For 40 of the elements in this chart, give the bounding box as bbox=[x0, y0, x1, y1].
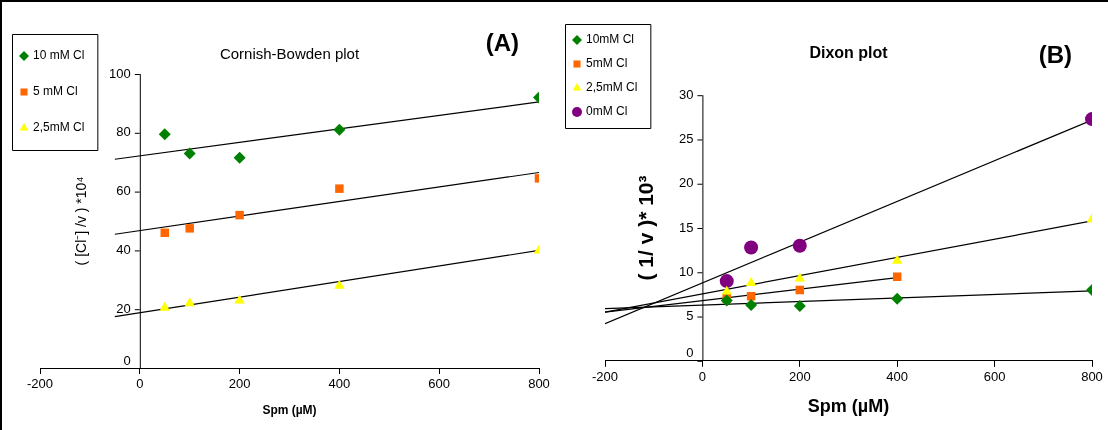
legend-label: 10 mM Cl bbox=[33, 48, 85, 63]
x-axis-title: Spm (µM) bbox=[262, 403, 317, 418]
x-tick-label: -200 bbox=[26, 376, 54, 392]
legend-label: 5 mM Cl bbox=[33, 84, 78, 99]
x-tick-label: -200 bbox=[591, 369, 619, 385]
x-tick-label: 600 bbox=[983, 369, 1006, 385]
y-tick-label: 15 bbox=[678, 219, 694, 235]
x-tick-label: 400 bbox=[886, 369, 909, 385]
y-tick-label: 30 bbox=[678, 86, 694, 102]
chart-title: Cornish-Bowden plot bbox=[219, 45, 360, 63]
y-axis-title: ( 1/ v )* 10³ bbox=[633, 175, 657, 281]
y-tick-label: 0 bbox=[686, 345, 694, 361]
legend-label: 5mM Cl bbox=[586, 56, 628, 71]
y-tick-label: 25 bbox=[678, 131, 694, 147]
y-tick-label: 60 bbox=[116, 183, 131, 199]
x-tick-label: 0 bbox=[698, 369, 707, 385]
legend-label: 2,5mM Cl bbox=[586, 80, 638, 95]
legend-label: 0mM Cl bbox=[586, 104, 628, 119]
x-tick-label: 0 bbox=[136, 376, 144, 392]
y-tick-label: 5 bbox=[686, 308, 694, 324]
x-tick-label: 200 bbox=[228, 376, 251, 392]
x-tick-label: 600 bbox=[428, 376, 451, 392]
legend-label: 2,5mM Cl bbox=[33, 120, 85, 135]
text: (A) bbox=[485, 28, 519, 56]
y-tick-label: 100 bbox=[109, 65, 131, 81]
x-tick-label: 200 bbox=[788, 369, 811, 385]
y-axis-title: ( [Cl⁻] /v ) *10⁴ bbox=[72, 176, 89, 266]
y-tick-label: 80 bbox=[116, 124, 131, 140]
y-tick-label: 40 bbox=[116, 241, 131, 257]
legend-label: 10mM Cl bbox=[586, 32, 635, 47]
text: (B) bbox=[1038, 40, 1072, 68]
chart-title: Dixon plot bbox=[809, 44, 889, 62]
x-tick-label: 400 bbox=[328, 376, 351, 392]
y-tick-label: 20 bbox=[116, 300, 131, 316]
y-tick-label: 20 bbox=[678, 175, 694, 191]
x-axis-title: Spm (µM) bbox=[807, 396, 890, 417]
x-tick-label: 800 bbox=[1081, 369, 1103, 385]
y-tick-label: 10 bbox=[678, 263, 694, 279]
x-tick-label: 800 bbox=[528, 376, 550, 392]
y-tick-label: 0 bbox=[123, 352, 131, 368]
